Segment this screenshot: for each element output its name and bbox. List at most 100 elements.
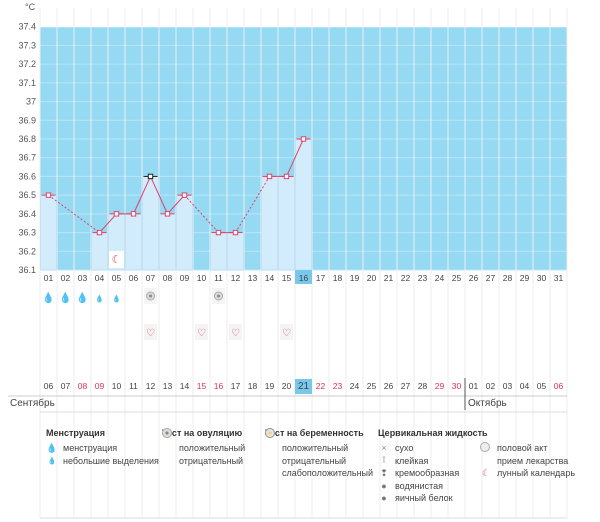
legend-item: ☾ лунный календарь [480,467,575,480]
cycle-day-label: 24 [435,273,445,283]
legend-pregnancy: Тест на беременность положительный отриц… [265,428,373,480]
legend-item: ♡половой акт [480,442,575,455]
temperature-point [283,173,290,180]
temperature-bar [159,213,176,271]
cycle-day-label: 01 [44,273,54,283]
cycle-day-label: 14 [265,273,275,283]
legend-label: менструация [63,443,118,454]
legend-title: Цервикальная жидкость [378,428,488,438]
legend-label: сухо [395,443,414,454]
menstruation-drop-icon: 💧 [95,294,104,303]
cycle-day-label: 26 [469,273,479,283]
cycle-day-label: 30 [537,273,547,283]
intercourse-cell [195,324,208,340]
cycle-day-label: 04 [95,273,105,283]
cycle-day-label: 18 [333,273,343,283]
calendar-date-label: 06 [44,381,54,391]
temperature-point [232,229,239,236]
temperature-bar [176,194,193,271]
intercourse-cell [229,324,242,340]
temperature-point [215,229,222,236]
y-tick-label: 37 [26,97,36,107]
menstruation-drop-icon: 💧 [42,291,54,304]
y-tick-label: 36.4 [18,209,36,219]
temperature-bar [278,176,295,271]
cycle-day-label: 12 [231,273,241,283]
temperature-bar [261,176,278,271]
calendar-date-label: 30 [452,381,462,391]
temperature-line-segment [286,138,304,177]
y-tick-label: 36.9 [18,115,36,125]
cycle-day-label: 10 [197,273,207,283]
cycle-day-label: 15 [282,273,292,283]
calendar-date-label: 01 [469,381,479,391]
calendar-date-label: 22 [316,381,326,391]
legend-label: лунный календарь [497,468,576,479]
calendar-date-label: 11 [129,381,138,391]
calendar-date-label: 13 [163,381,173,391]
heart-icon: ♡ [197,328,206,339]
temperature-line-segment [133,176,151,215]
y-tick-label: 37.2 [18,59,36,69]
temperature-line-segment [48,194,100,233]
calendar-date-label: 23 [333,381,343,391]
calendar-date-label: 14 [180,381,190,391]
temperature-bar [91,232,108,271]
calendar-date-label: 16 [214,381,224,391]
legend-label: небольшие выделения [63,455,159,466]
calendar-date-label: 28 [418,381,428,391]
calendar-date-label: 03 [503,381,513,391]
legend-item: ● яичный белок [378,492,488,505]
legend-title: Тест на овуляцию [162,428,243,438]
cycle-day-label: 16 [299,273,309,283]
small-drop-icon: 💧 [47,457,57,465]
legend-label: кремообразная [395,468,460,479]
legend-item: положительный [162,428,246,455]
calendar-date-label: 24 [350,381,360,391]
calendar-date-label: 20 [282,381,292,391]
legend-item: прием лекарства [480,442,575,468]
legend-label: положительный [179,443,246,454]
current-date-highlight [295,379,312,394]
temperature-point [113,211,120,217]
cycle-day-label: 21 [384,273,394,283]
heart-icon: ♡ [231,328,240,339]
creamy-icon: ❢ [380,467,388,478]
temperature-bar [40,194,57,271]
temperature-bar [142,176,159,271]
calendar-date-label: 15 [197,381,207,391]
calendar-date-label: 06 [554,381,564,391]
cycle-day-label: 23 [418,273,428,283]
legend-item: отрицательный [162,428,245,468]
menstruation-drop-icon: 💧 [112,294,121,303]
cycle-day-label: 09 [180,273,190,283]
legend-label: отрицательный [179,455,244,466]
legend-cervical: Цервикальная жидкость × сухо ⊺ клейкая ❢ кр… [378,428,488,505]
temperature-line-segment [235,176,270,233]
legend-item: 💧 небольшие выделения [46,455,159,468]
temperature-point [164,211,171,217]
temperature-point [96,229,103,236]
egg-white-icon: ● [381,493,387,504]
legend-label: клейкая [395,455,429,466]
heart-icon: ♡ [282,328,291,339]
y-tick-label: 36.7 [18,153,36,163]
cycle-day-label: 29 [520,273,530,283]
y-tick-label: 36.2 [18,246,36,256]
temperature-bar [125,213,142,271]
calendar-date-label: 07 [61,381,71,391]
intercourse-cell [280,324,293,340]
temperature-line-segment [99,213,117,233]
cycle-day-label: 28 [503,273,513,283]
calendar-date-label: 27 [401,381,411,391]
temperature-line-segment [150,176,168,215]
y-tick-label: 37.1 [18,78,36,88]
calendar-date-label: 02 [486,381,496,391]
watery-icon: ● [381,480,387,491]
menstruation-drop-icon: 💧 [76,291,88,304]
cycle-day-label: 27 [486,273,496,283]
calendar-date-label: 09 [95,381,105,391]
temperature-line-segment [167,194,185,215]
calendar-date-label: 18 [248,381,258,391]
